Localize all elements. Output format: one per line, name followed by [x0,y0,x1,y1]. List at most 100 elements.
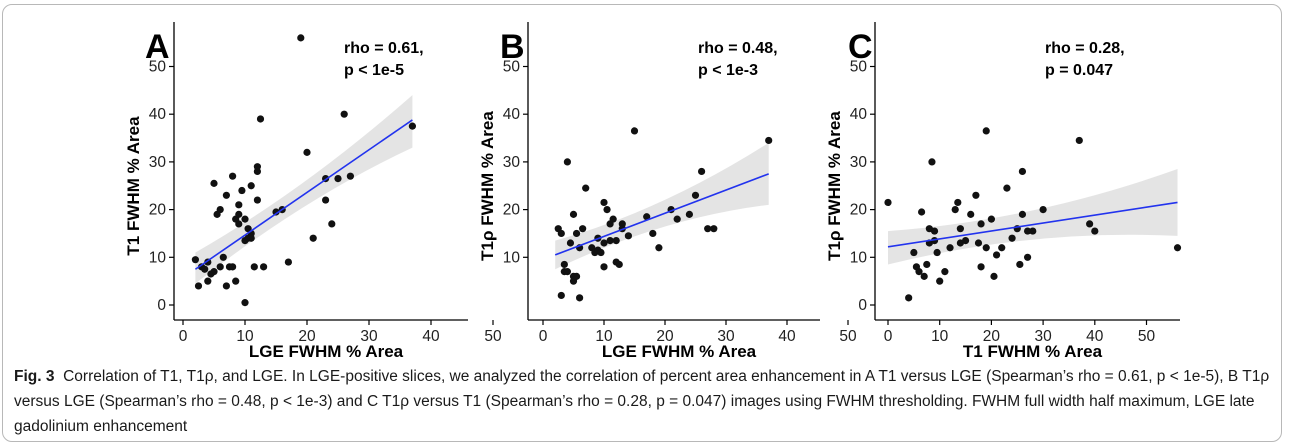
figure-caption: Fig. 3 Correlation of T1, T1ρ, and LGE. … [14,364,1276,439]
data-point [977,263,985,271]
y-axis-label: T1ρ FWHM % Area [825,111,844,261]
data-point [704,225,712,233]
data-point [918,208,926,216]
panel-letter: A [145,28,170,66]
data-point [238,186,246,195]
data-point [961,237,970,245]
data-point [408,122,416,130]
data-point [563,158,572,166]
y-tick-label: 30 [850,154,868,171]
data-point [923,260,931,269]
data-point [222,282,230,290]
regression-line [194,119,413,270]
data-point [334,174,342,183]
x-tick-label: 50 [1138,328,1156,345]
data-point [219,253,227,261]
confidence-band [195,95,413,284]
y-tick-label: 20 [850,202,868,219]
panel-letter: C [848,28,873,66]
stat-annotation: rho = 0.48, [698,40,778,57]
data-point [915,268,923,276]
data-point [972,191,980,199]
data-point [241,215,249,223]
data-point [685,210,694,218]
data-point [216,263,224,271]
panel-letter: B [500,28,525,66]
data-point [905,294,913,302]
x-axis-label: LGE FWHM % Area [602,342,757,361]
data-point [247,182,255,190]
y-tick-label: 10 [503,249,521,266]
figure-panels: 0 10 20 30 40 50 0 10 20 30 40 50 LGE FWHM % Area T1 … [124,22,1182,361]
y-tick-label: 30 [503,154,521,171]
data-point [235,210,243,218]
data-point [569,210,578,218]
data-point [673,215,681,223]
y-tick-label: 40 [149,106,167,123]
data-point [260,263,268,271]
data-point [309,234,317,242]
data-point [328,220,336,228]
data-point [649,229,657,238]
data-point [920,272,928,280]
data-point [1018,210,1027,218]
figure-frame [2,4,1282,442]
data-point [210,179,218,187]
data-point [998,244,1006,252]
x-tick-label: 30 [360,328,378,345]
x-tick-label: 0 [179,328,188,345]
caption-label: Fig. 3 [14,368,55,385]
x-tick-label: 50 [839,328,857,345]
panel-b: 0 10 20 30 40 50 10 20 30 40 50 LGE FWHM % Area T1ρ … [478,22,857,361]
data-point [572,229,581,238]
y-tick-label: 20 [149,202,167,219]
x-tick-label: 20 [298,328,316,345]
data-point [204,277,212,285]
data-point [1023,253,1032,261]
data-point [600,239,608,247]
data-point [322,196,330,204]
data-point [340,110,348,118]
data-point [928,158,936,166]
x-tick-label: 40 [778,328,796,345]
x-tick-label: 20 [983,328,1001,345]
data-point [1039,206,1047,214]
data-point [1016,260,1024,269]
x-tick-label: 10 [236,328,254,345]
data-point [698,167,706,176]
data-point [572,272,581,280]
data-point [557,291,565,300]
stat-annotation: p = 0.047 [1045,62,1113,79]
data-point [710,225,718,233]
data-point [241,299,249,307]
y-tick-label: 50 [149,59,167,76]
data-point [933,248,941,257]
data-point [256,115,265,123]
y-axis-label: T1ρ FWHM % Area [478,111,497,261]
data-point [1023,227,1032,235]
x-tick-label: 0 [539,328,548,345]
x-tick-label: 0 [884,328,893,345]
data-point [600,263,608,271]
data-point [609,215,617,223]
data-point [974,239,983,247]
y-tick-label: 50 [503,59,521,76]
x-axis-label: T1 FWHM % Area [963,342,1103,361]
data-point [229,263,237,271]
stat-annotation: p < 1e-5 [344,62,404,79]
data-point [235,220,243,228]
data-point [579,225,587,233]
data-point [655,244,663,252]
data-point [210,268,218,276]
y-tick-label: 10 [850,249,868,266]
data-point [603,206,611,214]
data-point [982,127,990,135]
data-point [1091,227,1099,235]
y-tick-label: 20 [503,202,521,219]
data-point [191,256,199,264]
data-point [563,268,572,276]
data-point [956,225,964,233]
data-point [194,282,203,290]
x-tick-label: 50 [484,328,502,345]
y-tick-label: 0 [157,297,166,314]
